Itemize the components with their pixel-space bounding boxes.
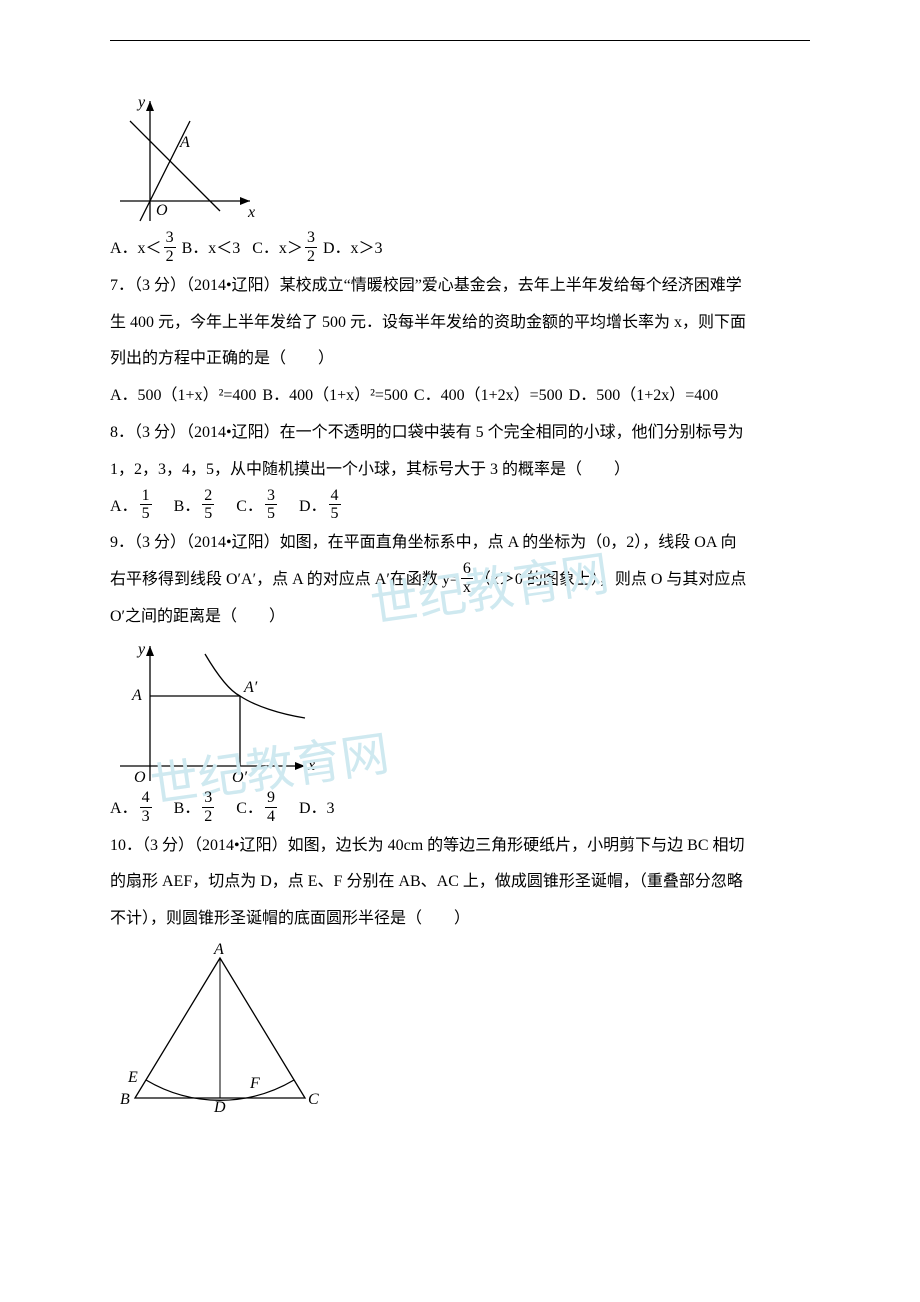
q8-stem-2: 1，2，3，4，5，从中随机摸出一个小球，其标号大于 3 的概率是（ ） (110, 452, 810, 489)
svg-text:B: B (120, 1091, 130, 1108)
svg-text:x: x (247, 204, 255, 221)
svg-text:E: E (127, 1069, 138, 1086)
q10-diagram: A B C E F D (110, 938, 810, 1113)
q6-svg: y x O A (110, 91, 260, 231)
q9-options: A．43 B．32 C．94 D．3 (110, 791, 810, 828)
q9-stem-2-frac: 6x (461, 560, 473, 596)
q8-opt-a-frac: 15 (140, 487, 152, 523)
svg-text:F: F (249, 1075, 260, 1092)
q6-opt-a-prefix: A．x＜ (110, 240, 162, 257)
q10-stem-3: 不计），则圆锥形圣诞帽的底面圆形半径是（ ） (110, 901, 810, 938)
q7-options: A．500（1+x）²=400 B．400（1+x）²=500 C．400（1+… (110, 378, 810, 415)
q8-stem-1: 8．（3 分）（2014•辽阳）在一个不透明的口袋中装有 5 个完全相同的小球，… (110, 415, 810, 452)
q6-opt-c-prefix: C．x＞ (252, 240, 303, 257)
q8-opt-c-frac: 35 (265, 487, 277, 523)
q9-opt-c-frac: 94 (265, 789, 277, 825)
q9-stem-2a: 右平移得到线段 O′A′，点 A 的对应点 A′在函数 y= (110, 571, 459, 588)
q9-opt-b-label: B． (174, 800, 201, 817)
page: 世纪教育网 世纪教育网 y x O A A．x＜32 B．x＜3 C．x＞32 … (0, 0, 920, 1173)
svg-text:A: A (179, 134, 190, 151)
q9-stem-3: O′之间的距离是（ ） (110, 599, 810, 636)
q7-stem-1: 7．（3 分）（2014•辽阳）某校成立“情暖校园”爱心基金会，去年上半年发给每… (110, 268, 810, 305)
svg-text:y: y (136, 641, 146, 658)
q9-diagram: y x O A A′ O′ (110, 636, 810, 791)
svg-text:A: A (131, 687, 142, 704)
svg-text:O′: O′ (232, 769, 248, 786)
q10-svg: A B C E F D (110, 938, 330, 1113)
svg-text:O: O (134, 769, 146, 786)
q6-opt-b: B．x＜3 (182, 240, 241, 257)
svg-text:x: x (307, 757, 315, 774)
q9-stem-2b: （x＞0 的图象上），则点 O 与其对应点 (475, 571, 747, 588)
q6-diagram: y x O A (110, 91, 810, 231)
q10-stem-2: 的扇形 AEF，切点为 D，点 E、F 分别在 AB、AC 上，做成圆锥形圣诞帽… (110, 864, 810, 901)
q8-opt-a-label: A． (110, 498, 138, 515)
q8-opt-d-frac: 45 (329, 487, 341, 523)
q8-opt-b-frac: 25 (202, 487, 214, 523)
q9-opt-b-frac: 32 (202, 789, 214, 825)
q9-opt-d: D．3 (299, 800, 335, 817)
q8-opt-b-label: B． (174, 498, 201, 515)
q9-opt-a-label: A． (110, 800, 138, 817)
q9-svg: y x O A A′ O′ (110, 636, 320, 791)
q6-opt-d: D．x＞3 (323, 240, 383, 257)
svg-text:A′: A′ (243, 679, 258, 696)
top-rule (110, 40, 810, 41)
svg-text:D: D (213, 1099, 226, 1113)
q7-stem-3: 列出的方程中正确的是（ ） (110, 341, 810, 378)
q6-opt-c-frac: 32 (305, 229, 317, 265)
q10-stem-1: 10．（3 分）（2014•辽阳）如图，边长为 40cm 的等边三角形硬纸片，小… (110, 828, 810, 865)
q8-opt-c-label: C． (236, 498, 263, 515)
q7-stem-2: 生 400 元，今年上半年发给了 500 元．设每半年发给的资助金额的平均增长率… (110, 305, 810, 342)
svg-text:C: C (308, 1091, 319, 1108)
q8-opt-d-label: D． (299, 498, 327, 515)
svg-text:A: A (213, 941, 224, 958)
q6-options: A．x＜32 B．x＜3 C．x＞32 D．x＞3 (110, 231, 810, 268)
q6-opt-a-frac: 32 (164, 229, 176, 265)
q9-opt-a-frac: 43 (140, 789, 152, 825)
q9-opt-c-label: C． (236, 800, 263, 817)
svg-text:O: O (156, 202, 168, 219)
q8-options: A．15 B．25 C．35 D．45 (110, 489, 810, 526)
q9-stem-2: 右平移得到线段 O′A′，点 A 的对应点 A′在函数 y=6x（x＞0 的图象… (110, 562, 810, 599)
q9-stem-1: 9．（3 分）（2014•辽阳）如图，在平面直角坐标系中，点 A 的坐标为（0，… (110, 525, 810, 562)
svg-text:y: y (136, 94, 146, 111)
